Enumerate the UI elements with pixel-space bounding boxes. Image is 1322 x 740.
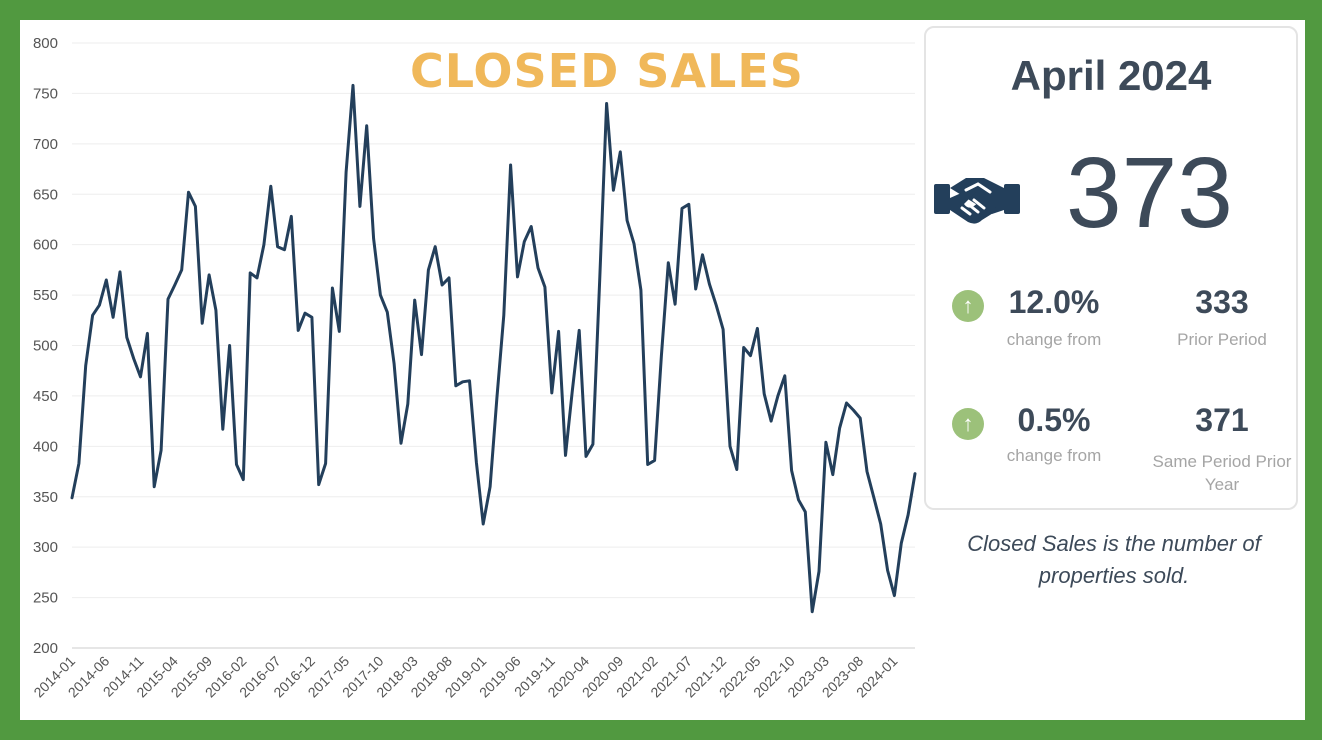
- y-tick-label: 600: [33, 237, 58, 254]
- y-tick-label: 450: [33, 388, 58, 405]
- prior-period-value: 333: [1195, 284, 1249, 320]
- y-tick-label: 800: [33, 35, 58, 52]
- closed-sales-chart: 2002503003504004505005506006507007508002…: [30, 35, 917, 700]
- y-tick-label: 500: [33, 338, 58, 355]
- y-tick-label: 700: [33, 136, 58, 153]
- y-tick-label: 650: [33, 186, 58, 203]
- y-tick-label: 400: [33, 438, 58, 455]
- month-change-label: change from: [1006, 330, 1102, 349]
- arrow-up-icon: ↑: [952, 408, 984, 440]
- prior-period-label: Prior Period: [1177, 330, 1267, 349]
- y-tick-label: 300: [33, 539, 58, 556]
- stat-card: April 2024 373 ↑ 12.0% change from 333 P…: [924, 26, 1298, 510]
- description: Closed Sales is the number of properties…: [967, 531, 1261, 588]
- year-change-label: change from: [1006, 446, 1102, 465]
- year-change-percent: 0.5%: [1017, 402, 1091, 438]
- chart-title: CLOSED SALES: [410, 44, 804, 98]
- closed-sales-value: 373: [1066, 137, 1233, 249]
- y-tick-label: 350: [33, 489, 58, 506]
- series-line: [70, 83, 917, 614]
- arrow-up-icon: ↑: [952, 290, 984, 322]
- month-change-percent: 12.0%: [1008, 284, 1100, 320]
- y-tick-label: 200: [33, 640, 58, 657]
- y-tick-label: 750: [33, 85, 58, 102]
- handshake-icon: [934, 178, 1020, 224]
- same-period-value: 371: [1195, 402, 1249, 438]
- period-title: April 2024: [1010, 52, 1212, 99]
- y-tick-label: 550: [33, 287, 58, 304]
- same-period-label: Same Period Prior Year: [1152, 452, 1292, 494]
- closed-sales-panel: 200 250 300 350 400 450 500 550 600 650 700 750 800 2…: [20, 20, 1305, 720]
- y-tick-label: 250: [33, 590, 58, 607]
